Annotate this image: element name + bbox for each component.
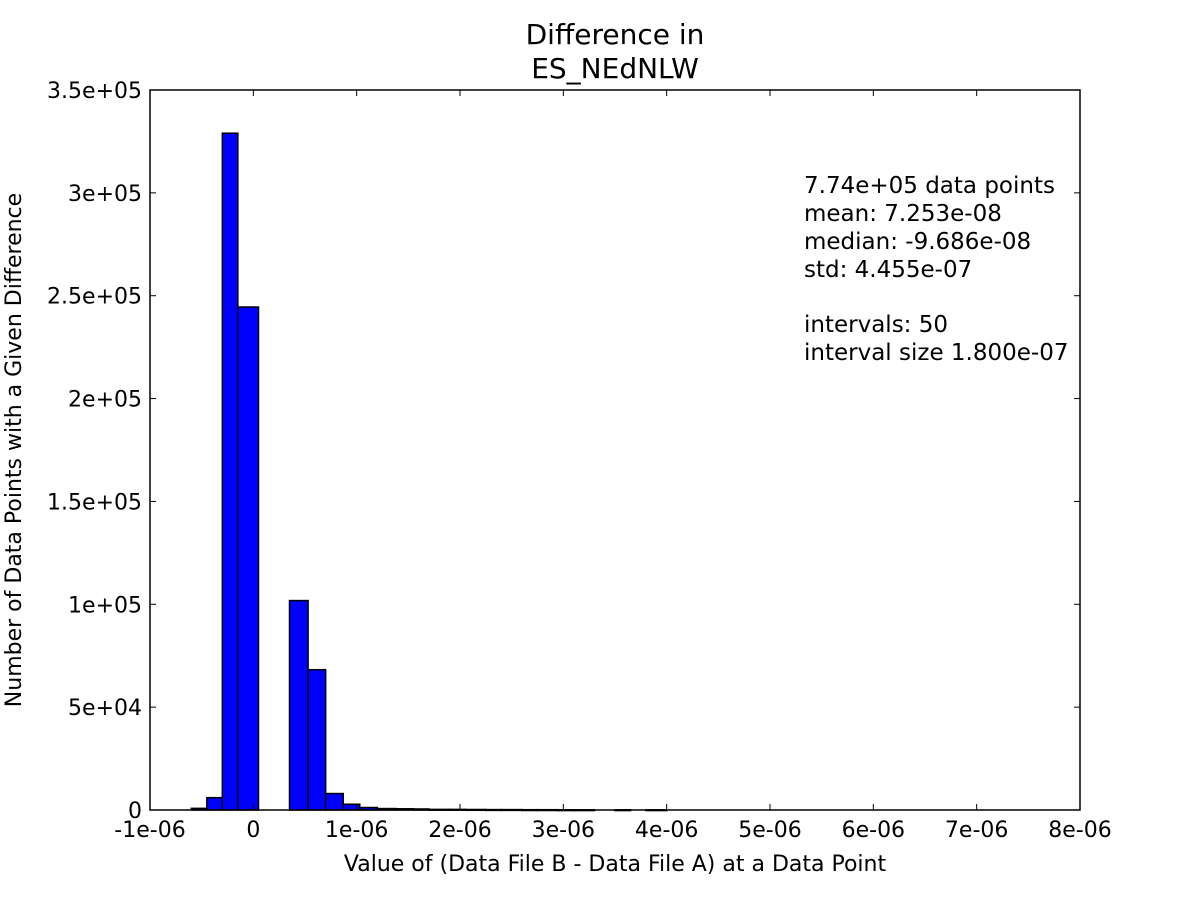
x-tick-label-1: 0 <box>246 818 260 843</box>
stat-intervals: intervals: 50 <box>804 312 948 338</box>
y-tick-label-3: 1.5e+05 <box>47 490 142 515</box>
y-tick-label-0: 0 <box>128 799 142 824</box>
stat-data-points: 7.74e+05 data points <box>804 173 1055 199</box>
stat-mean: mean: 7.253e-08 <box>804 201 1002 227</box>
x-tick-label-0: -1e-06 <box>114 818 185 843</box>
y-tick-label-4: 2e+05 <box>68 388 142 413</box>
x-tick-label-8: 7e-06 <box>945 818 1008 843</box>
plot-area-frame <box>149 89 1081 811</box>
stat-interval-size: interval size 1.800e-07 <box>804 340 1068 366</box>
y-axis-label: Number of Data Points with a Given Diffe… <box>2 193 27 707</box>
x-tick-label-9: 8e-06 <box>1048 818 1111 843</box>
histogram-bar-7 <box>342 803 361 811</box>
x-tick-label-6: 5e-06 <box>738 818 801 843</box>
stat-median: median: -9.686e-08 <box>804 229 1031 255</box>
histogram-bar-2 <box>221 132 239 811</box>
y-tick-label-7: 3.5e+05 <box>47 79 142 104</box>
x-tick-label-5: 4e-06 <box>635 818 698 843</box>
histogram-bar-3 <box>237 306 260 811</box>
chart-title-line-1: Difference in <box>526 18 705 51</box>
stat-std: std: 4.455e-07 <box>804 257 972 283</box>
axis-tick-labels: -1e-06 0 1e-06 2e-06 3e-06 4e-06 5e-06 6e-06 7e-… <box>47 79 1112 843</box>
x-tick-label-2: 1e-06 <box>325 818 388 843</box>
chart-title-line-2: ES_NEdNLW <box>531 52 699 85</box>
histogram-bar-4 <box>288 599 309 811</box>
y-tick-label-1: 5e+04 <box>68 696 142 721</box>
axis-ticks <box>149 89 1081 811</box>
y-tick-label-5: 2.5e+05 <box>47 285 142 310</box>
y-tick-label-6: 3e+05 <box>68 182 142 207</box>
x-tick-label-4: 3e-06 <box>532 818 595 843</box>
histogram-bar-6 <box>324 792 344 811</box>
x-axis-label: Value of (Data File B - Data File A) at … <box>344 852 887 877</box>
histogram-bar-1 <box>206 796 224 811</box>
y-tick-label-2: 1e+05 <box>68 593 142 618</box>
histogram-bar-5 <box>307 668 327 811</box>
x-tick-label-3: 2e-06 <box>428 818 491 843</box>
x-tick-label-7: 6e-06 <box>842 818 905 843</box>
